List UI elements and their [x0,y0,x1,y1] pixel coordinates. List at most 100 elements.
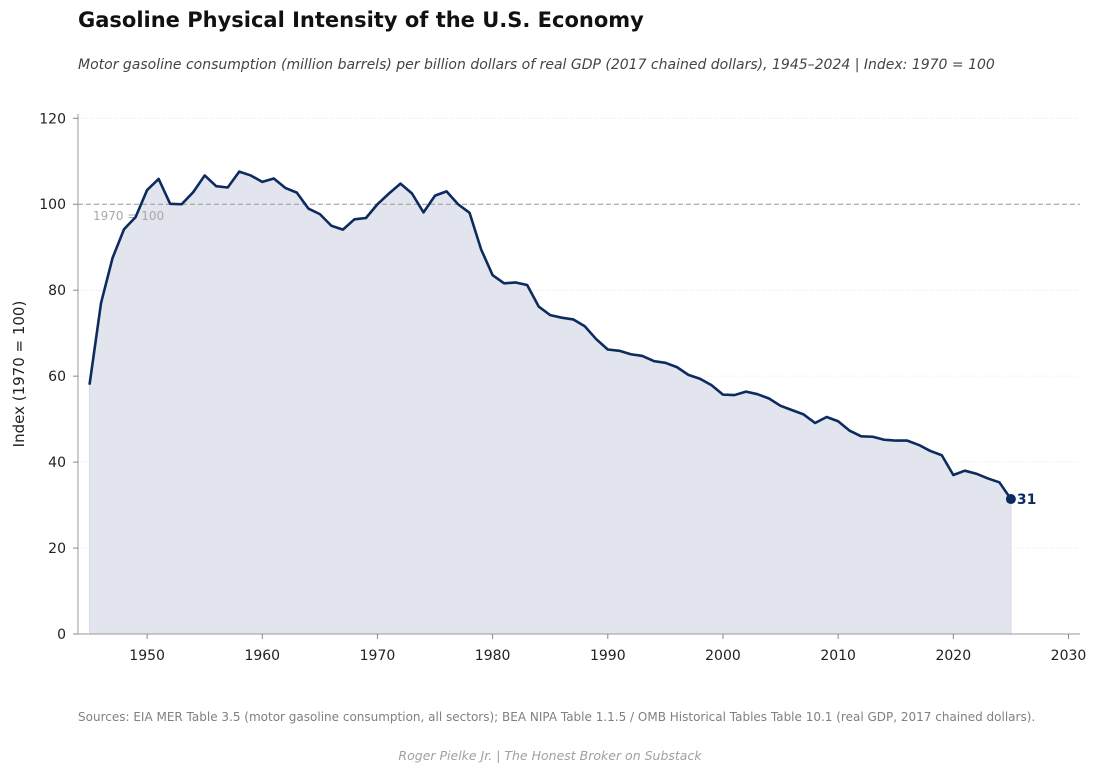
data-point-2024 [998,481,1000,483]
data-point-1989 [595,338,597,340]
data-point-2007 [802,413,804,415]
data-point-2016 [906,439,908,441]
data-point-1961 [273,177,275,179]
y-tick-label-20: 20 [48,541,66,557]
data-point-2020 [952,474,954,476]
data-point-1978 [468,212,470,214]
data-point-1948 [123,228,125,230]
data-point-1994 [653,360,655,362]
data-point-2008 [814,422,816,424]
data-point-2013 [871,436,873,438]
y-tick-label-100: 100 [39,197,66,213]
data-point-1945 [88,384,90,386]
data-point-1970 [376,203,378,205]
x-tick-label-2000: 2000 [705,648,741,664]
data-point-2002 [745,390,747,392]
data-point-1969 [365,217,367,219]
data-point-1960 [261,181,263,183]
data-point-1962 [284,187,286,189]
data-point-1977 [457,203,459,205]
data-point-1950 [146,189,148,191]
y-tick-label-120: 120 [39,111,66,127]
data-point-1963 [296,191,298,193]
reference-line-label: 1970 = 100 [93,209,164,223]
data-point-1972 [399,182,401,184]
data-point-1985 [549,314,551,316]
data-point-1968 [353,218,355,220]
data-point-2006 [791,409,793,411]
data-point-2004 [768,397,770,399]
data-point-2009 [825,416,827,418]
data-point-2001 [733,394,735,396]
data-point-1946 [100,302,102,304]
data-point-2000 [722,393,724,395]
data-point-1996 [676,366,678,368]
data-point-2011 [848,430,850,432]
chart-subtitle: Motor gasoline consumption (million barr… [78,57,995,73]
data-point-1981 [503,282,505,284]
data-point-1999 [710,384,712,386]
data-point-1982 [514,281,516,283]
data-point-1965 [319,213,321,215]
data-point-1995 [664,362,666,364]
data-point-1986 [561,317,563,319]
author-credit: Roger Pielke Jr. | The Honest Broker on … [398,748,702,763]
data-point-1949 [134,216,136,218]
x-tick-label-1980: 1980 [475,648,511,664]
data-point-1990 [607,348,609,350]
data-point-1991 [618,350,620,352]
data-point-2025 [1010,498,1012,500]
x-tick-label-2010: 2010 [820,648,856,664]
y-tick-label-80: 80 [48,283,66,299]
data-point-1993 [641,355,643,357]
x-tick-label-1950: 1950 [129,648,165,664]
data-point-1979 [480,248,482,250]
data-point-2015 [895,439,897,441]
x-axis-ticks: 1950 1960 1970 1980 1990 2000 2010 2020 2030 [129,634,1086,664]
data-point-2010 [837,420,839,422]
data-point-2021 [964,469,966,471]
data-point-1956 [215,185,217,187]
x-tick-label-1960: 1960 [244,648,280,664]
data-point-1998 [699,378,701,380]
data-point-2005 [779,405,781,407]
data-point-1966 [330,225,332,227]
data-point-1976 [445,190,447,192]
end-point-label: 31 [1017,492,1036,508]
data-point-1992 [630,353,632,355]
data-point-1971 [388,192,390,194]
data-point-2019 [941,454,943,456]
x-tick-label-2020: 2020 [935,648,971,664]
y-tick-label-0: 0 [57,627,66,643]
sources-note: Sources: EIA MER Table 3.5 (motor gasoli… [78,710,1036,724]
series-line [88,170,1012,500]
data-point-1957 [227,186,229,188]
data-point-1958 [238,170,240,172]
data-point-2018 [929,450,931,452]
y-axis-ticks: 0 20 40 60 80 100 120 [39,111,78,643]
data-point-1964 [307,207,309,209]
x-tick-label-1990: 1990 [590,648,626,664]
data-point-2022 [975,473,977,475]
y-tick-label-40: 40 [48,455,66,471]
data-point-1955 [203,174,205,176]
data-point-1952 [169,203,171,205]
data-point-1997 [687,374,689,376]
data-point-1954 [192,191,194,193]
data-point-2017 [918,444,920,446]
area-fill [89,171,1011,634]
data-point-1953 [180,203,182,205]
data-point-1980 [491,274,493,276]
data-point-1947 [111,257,113,259]
data-point-2014 [883,439,885,441]
data-point-1983 [526,284,528,286]
data-point-2023 [987,477,989,479]
data-point-1975 [434,194,436,196]
data-point-2012 [860,435,862,437]
chart-title: Gasoline Physical Intensity of the U.S. … [78,8,644,32]
data-point-1974 [422,211,424,213]
data-point-1951 [157,178,159,180]
data-point-2003 [756,393,758,395]
x-tick-label-2030: 2030 [1051,648,1087,664]
